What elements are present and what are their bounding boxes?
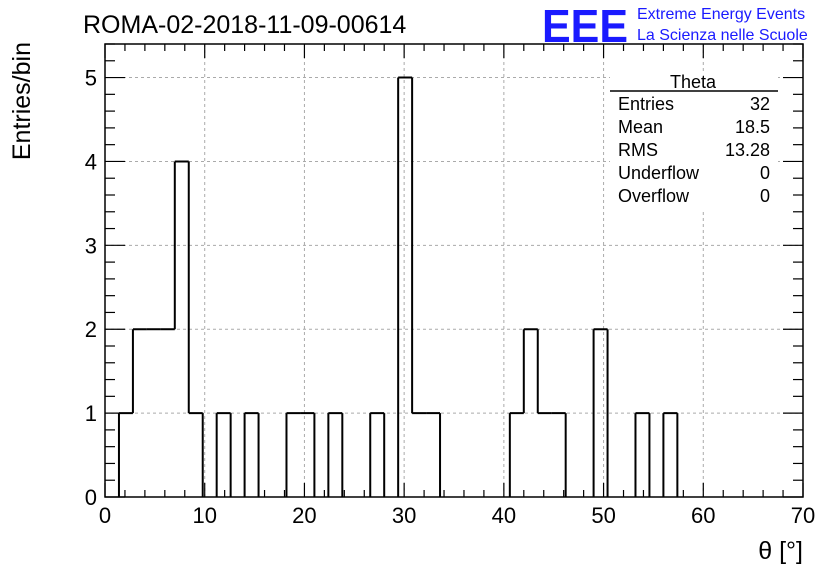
histogram-bin [327, 412, 343, 497]
histogram-bin [662, 412, 678, 497]
logo-line-1: Extreme Energy Events [637, 6, 805, 23]
stats-row-label: Entries [618, 94, 674, 114]
y-tick-label: 1 [85, 401, 97, 426]
y-tick-label: 0 [85, 485, 97, 510]
histogram-bin [411, 77, 427, 415]
stats-row-value: 18.5 [735, 117, 770, 137]
logo-line-2: La Scienza nelle Scuole [637, 27, 808, 44]
histogram-bin [173, 160, 189, 330]
histogram-bin [634, 412, 650, 497]
histogram-bin [215, 412, 231, 497]
x-tick-label: 50 [591, 503, 615, 528]
stats-row-label: RMS [618, 140, 658, 160]
plot-border [104, 43, 804, 498]
eee-logo: EEE Extreme Energy Events La Scienza nel… [542, 0, 808, 52]
x-tick-label: 10 [192, 503, 216, 528]
y-tick-label: 5 [85, 66, 97, 91]
y-tick-label: 3 [85, 233, 97, 258]
x-axis-label: θ [°] [758, 537, 803, 565]
stats-row-value: 13.28 [725, 140, 770, 160]
axis-ticks [104, 43, 804, 498]
stats-row-value: 32 [750, 94, 770, 114]
histogram-bin [131, 328, 147, 414]
histogram-bin [522, 328, 538, 414]
x-tick-label: 60 [691, 503, 715, 528]
histogram-bin [117, 412, 133, 497]
stats-box: Theta Entries 32 Mean 18.5 RMS 13.28 Underflow… [610, 72, 778, 212]
stats-title: Theta [670, 72, 717, 92]
histogram-bin [285, 412, 301, 497]
histogram-bin [508, 412, 524, 497]
x-tick-label: 70 [791, 503, 815, 528]
histogram-bin [187, 161, 203, 415]
stats-row-value: 0 [760, 186, 770, 206]
histogram-bin [397, 76, 413, 497]
stats-row-label: Mean [618, 117, 663, 137]
y-tick-label: 4 [85, 149, 97, 174]
stats-row-label: Overflow [618, 186, 690, 206]
x-tick-label: 40 [492, 503, 516, 528]
histogram-bin [536, 329, 552, 415]
plot-frame [104, 43, 804, 498]
stats-row-value: 0 [760, 163, 770, 183]
stats-box-background [610, 72, 778, 212]
x-tick-label: 0 [99, 503, 111, 528]
stats-row-label: Underflow [618, 163, 700, 183]
y-tick-label: 2 [85, 317, 97, 342]
y-axis-label: Entries/bin [8, 42, 36, 160]
stats-rows: Entries 32 Mean 18.5 RMS 13.28 Underflow 0 Overf… [618, 94, 770, 206]
histogram-bin [243, 412, 259, 497]
x-tick-label: 20 [292, 503, 316, 528]
histogram-bin [592, 328, 608, 497]
y-tick-labels: 0 1 2 3 4 5 [85, 66, 97, 510]
histogram-bars [117, 76, 679, 497]
histogram-bin [369, 412, 385, 497]
x-tick-labels: 0 10 20 30 40 50 60 70 [99, 503, 815, 528]
x-tick-label: 30 [392, 503, 416, 528]
chart-title: ROMA-02-2018-11-09-00614 [83, 11, 406, 39]
